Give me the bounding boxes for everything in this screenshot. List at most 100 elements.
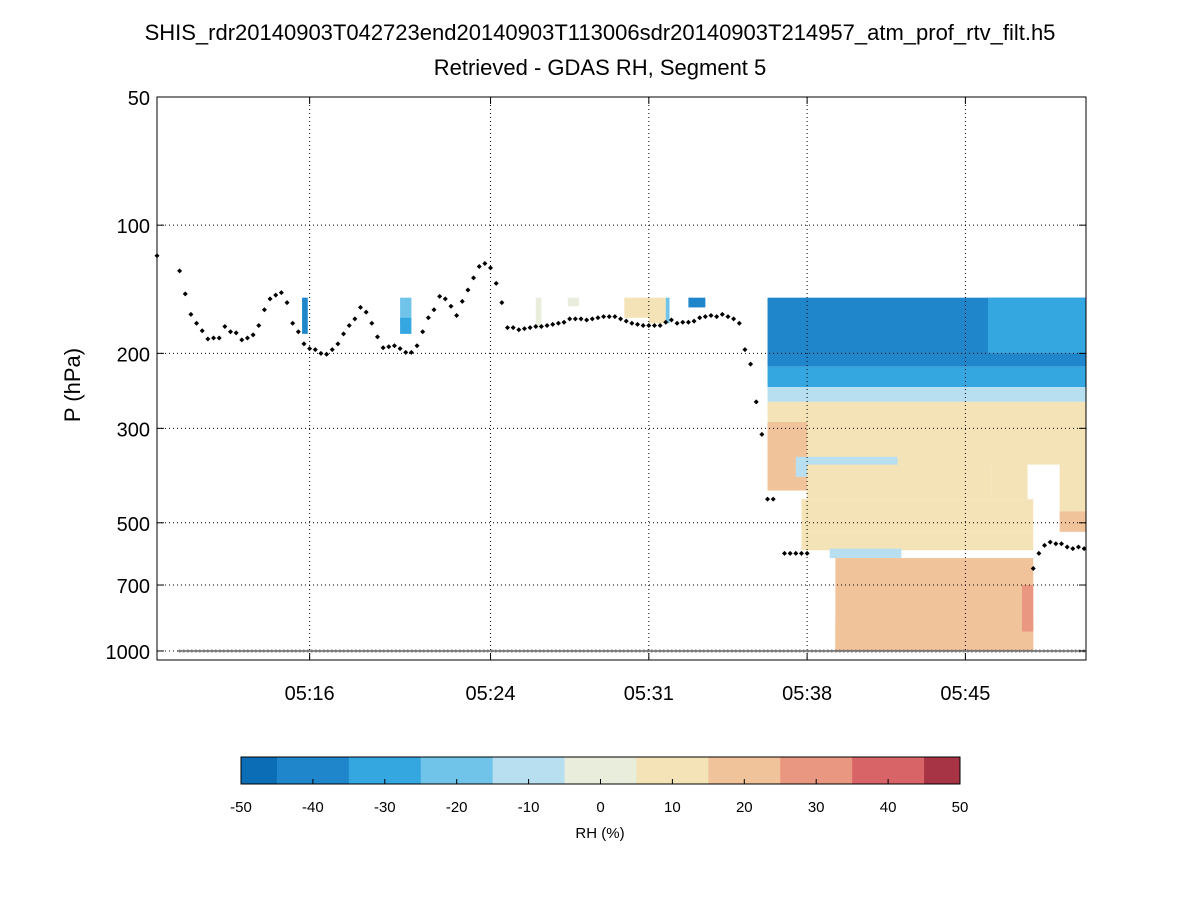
heatmap-cell <box>1059 511 1086 532</box>
heatmap-cell <box>835 620 1034 651</box>
surface-marker <box>350 649 354 653</box>
surface-marker <box>1002 649 1006 653</box>
surface-marker <box>266 649 270 653</box>
surface-marker <box>258 649 262 653</box>
data-point <box>437 293 443 299</box>
surface-marker <box>434 649 438 653</box>
surface-marker <box>690 649 694 653</box>
heatmap-cell <box>1021 585 1034 632</box>
data-point <box>261 307 267 313</box>
data-point <box>714 314 720 320</box>
surface-marker <box>630 649 634 653</box>
surface-marker <box>602 649 606 653</box>
colorbar-swatch <box>636 757 655 784</box>
chart-title: SHIS_rdr20140903T042723end20140903T11300… <box>144 20 1056 45</box>
surface-marker <box>750 649 754 653</box>
heatmap-cell <box>767 366 1086 388</box>
surface-marker <box>362 649 366 653</box>
heatmap-cell <box>767 387 1086 402</box>
surface-marker <box>330 649 334 653</box>
surface-marker <box>726 649 730 653</box>
surface-marker <box>510 649 514 653</box>
surface-marker <box>638 649 642 653</box>
data-point <box>312 347 318 353</box>
surface-marker <box>846 649 850 653</box>
data-point <box>211 335 217 341</box>
data-point <box>510 325 516 331</box>
surface-marker <box>746 649 750 653</box>
surface-marker <box>358 649 362 653</box>
surface-marker <box>594 649 598 653</box>
colorbar-swatch <box>474 757 494 784</box>
data-point <box>601 314 607 320</box>
heatmap-cell <box>400 317 412 334</box>
data-point <box>216 335 222 341</box>
heatmap-cell <box>988 297 1086 354</box>
surface-marker <box>738 649 742 653</box>
surface-marker <box>782 649 786 653</box>
data-point <box>442 296 448 302</box>
surface-marker <box>670 649 674 653</box>
surface-marker <box>202 649 206 653</box>
y-axis-label: P (hPa) <box>60 348 85 422</box>
data-point <box>623 318 629 324</box>
data-point <box>793 550 799 556</box>
colorbar-tick-label: 10 <box>664 799 681 816</box>
surface-marker <box>702 649 706 653</box>
surface-marker <box>322 649 326 653</box>
surface-marker <box>874 649 878 653</box>
heatmap-cell <box>991 464 1028 500</box>
data-point <box>759 431 765 437</box>
surface-pressure-line <box>178 649 1086 653</box>
colorbar-label: RH (%) <box>575 825 624 842</box>
surface-marker <box>866 649 870 653</box>
data-point <box>194 320 200 326</box>
data-point <box>674 320 680 326</box>
colorbar-swatch <box>420 757 440 784</box>
y-tick-label: 200 <box>117 344 150 366</box>
data-point <box>657 322 663 328</box>
colorbar-tick-label: 0 <box>596 799 604 816</box>
heatmap-cell <box>648 312 666 324</box>
surface-marker <box>374 649 378 653</box>
data-point <box>618 316 624 322</box>
surface-marker <box>1030 649 1034 653</box>
data-point <box>222 324 228 330</box>
colorbar-swatch <box>258 757 278 784</box>
surface-marker <box>466 649 470 653</box>
data-point <box>425 315 431 321</box>
surface-marker <box>234 649 238 653</box>
surface-marker <box>818 649 822 653</box>
surface-marker <box>558 649 562 653</box>
surface-marker <box>758 649 762 653</box>
surface-marker <box>622 649 626 653</box>
data-point <box>516 327 522 333</box>
colorbar-swatch <box>348 757 368 784</box>
surface-marker <box>198 649 202 653</box>
data-point <box>386 344 392 350</box>
surface-marker <box>182 649 186 653</box>
surface-marker <box>766 649 770 653</box>
colorbar-swatch <box>294 757 314 784</box>
data-point <box>685 319 691 325</box>
surface-marker <box>986 649 990 653</box>
data-point <box>465 287 471 293</box>
surface-marker <box>1066 649 1070 653</box>
data-point <box>227 329 233 335</box>
surface-marker <box>238 649 242 653</box>
data-point <box>374 334 380 340</box>
colorbar-tick-label: 20 <box>736 799 753 816</box>
surface-marker <box>486 649 490 653</box>
data-point <box>1042 542 1048 548</box>
surface-marker <box>810 649 814 653</box>
data-point <box>725 314 731 320</box>
surface-marker <box>458 649 462 653</box>
surface-marker <box>858 649 862 653</box>
surface-marker <box>954 649 958 653</box>
surface-marker <box>790 649 794 653</box>
colorbar-swatch <box>384 757 404 784</box>
surface-marker <box>494 649 498 653</box>
heatmap-cell <box>767 422 808 491</box>
data-point <box>471 275 477 281</box>
